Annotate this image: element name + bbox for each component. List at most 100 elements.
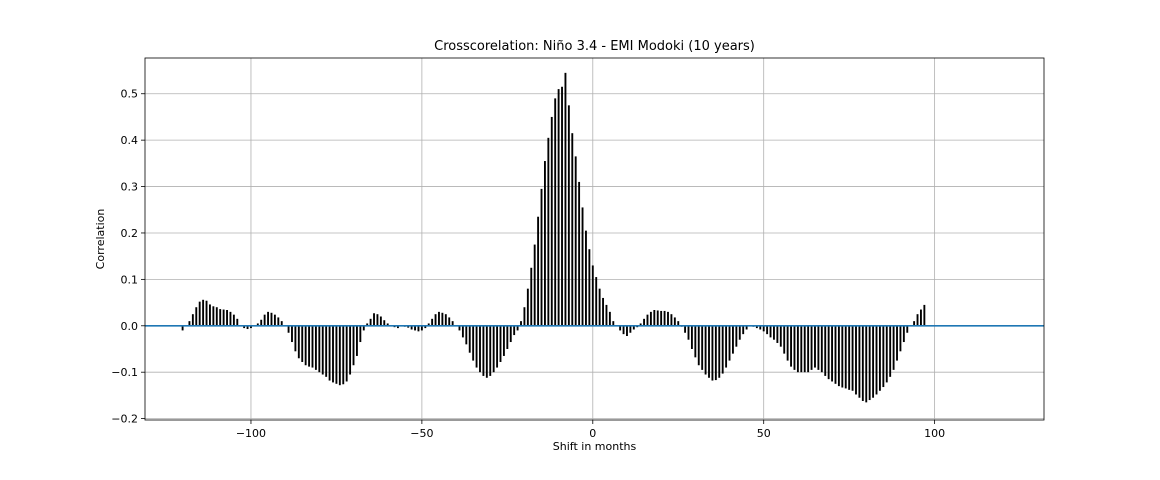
correlation-bar xyxy=(714,325,717,381)
correlation-bar xyxy=(742,325,745,335)
correlation-bar xyxy=(554,98,557,326)
plot-frame xyxy=(144,57,1045,421)
correlation-bar xyxy=(232,314,235,326)
correlation-bar xyxy=(359,325,362,343)
correlation-bar xyxy=(502,325,505,356)
correlation-bar xyxy=(198,301,201,326)
correlation-bar xyxy=(263,314,266,326)
correlation-bar xyxy=(550,116,553,326)
correlation-bar xyxy=(444,314,447,326)
correlation-bar xyxy=(427,323,430,326)
correlation-bar xyxy=(663,310,666,326)
correlation-bar xyxy=(837,325,840,387)
correlation-bar xyxy=(191,314,194,326)
correlation-bar xyxy=(588,249,591,326)
correlation-bar xyxy=(328,325,331,381)
y-tick-label: 0.5 xyxy=(121,88,139,101)
correlation-bar xyxy=(632,325,635,330)
correlation-bar xyxy=(332,325,334,383)
correlation-bar xyxy=(373,313,375,326)
correlation-bar xyxy=(602,297,604,326)
correlation-bar xyxy=(451,321,454,326)
correlation-bar xyxy=(807,325,810,373)
y-tick-label: −0.2 xyxy=(111,413,138,426)
correlation-bar xyxy=(318,325,321,373)
correlation-bar xyxy=(906,325,909,333)
correlation-bar xyxy=(759,325,762,330)
correlation-bar xyxy=(725,325,728,368)
correlation-bar xyxy=(608,311,611,326)
correlation-bar xyxy=(902,325,905,343)
correlation-bar xyxy=(461,325,464,338)
correlation-bar xyxy=(366,323,369,326)
correlation-bar xyxy=(711,325,714,381)
correlation-bar xyxy=(591,265,594,326)
correlation-bar xyxy=(506,325,509,349)
correlation-bar xyxy=(728,325,731,361)
correlation-bar xyxy=(817,325,820,370)
correlation-bar xyxy=(540,188,543,326)
correlation-bar xyxy=(386,323,389,326)
correlation-bar xyxy=(694,325,697,358)
correlation-bar xyxy=(790,325,792,367)
grid-lines xyxy=(145,58,1044,420)
correlation-bar xyxy=(250,325,252,329)
correlation-bar xyxy=(496,325,499,368)
correlation-bar xyxy=(342,325,345,385)
correlation-bar xyxy=(468,325,471,353)
correlation-bar xyxy=(916,314,919,326)
correlation-bar xyxy=(649,311,652,326)
correlation-bar xyxy=(878,325,881,391)
correlation-bar xyxy=(855,325,857,395)
correlation-bar xyxy=(523,307,526,326)
x-tick-label: 0 xyxy=(589,427,596,440)
correlation-bar xyxy=(530,267,533,326)
correlation-bar xyxy=(687,325,690,340)
correlation-bar xyxy=(379,316,382,326)
correlation-bar xyxy=(291,325,293,343)
correlation-bar xyxy=(325,325,328,377)
correlation-bar xyxy=(314,325,317,370)
correlation-bar xyxy=(441,312,444,326)
y-tick-label: 0.4 xyxy=(121,134,139,147)
correlation-bar xyxy=(824,325,827,376)
x-tick-label: −50 xyxy=(410,427,433,440)
correlation-bar xyxy=(861,325,864,401)
correlation-bar xyxy=(803,325,806,373)
y-axis-label: Correlation xyxy=(94,209,107,270)
correlation-bar xyxy=(793,325,796,370)
correlation-bar xyxy=(376,314,379,326)
correlation-bar xyxy=(913,321,916,326)
correlation-bar xyxy=(896,325,898,361)
correlation-bar xyxy=(865,325,868,403)
correlation-bar xyxy=(273,314,276,326)
correlation-bar xyxy=(766,325,769,335)
correlation-bar xyxy=(270,312,273,326)
correlation-bar xyxy=(851,325,854,391)
correlation-bar xyxy=(448,317,451,326)
correlation-bar xyxy=(629,325,632,333)
correlation-bar xyxy=(776,325,779,343)
correlation-bar xyxy=(745,325,748,330)
correlation-bar xyxy=(892,325,895,370)
correlation-bar xyxy=(561,86,563,326)
correlation-bar xyxy=(215,307,218,326)
correlation-bar xyxy=(567,105,570,326)
correlation-bar xyxy=(308,325,311,367)
correlation-bar xyxy=(219,309,222,326)
correlation-bar xyxy=(875,325,878,395)
correlation-bar xyxy=(769,325,772,338)
correlation-bar xyxy=(304,325,307,366)
correlation-bar xyxy=(513,325,516,336)
correlation-bar xyxy=(410,325,413,330)
correlation-bar xyxy=(762,325,765,332)
correlation-bar xyxy=(499,325,502,362)
correlation-bar xyxy=(280,321,283,326)
correlation-bar xyxy=(420,325,423,331)
correlation-bar xyxy=(547,137,550,326)
correlation-bar xyxy=(222,309,225,326)
correlation-bar xyxy=(731,325,734,354)
correlation-bar xyxy=(660,310,663,326)
correlation-bar xyxy=(438,311,440,326)
